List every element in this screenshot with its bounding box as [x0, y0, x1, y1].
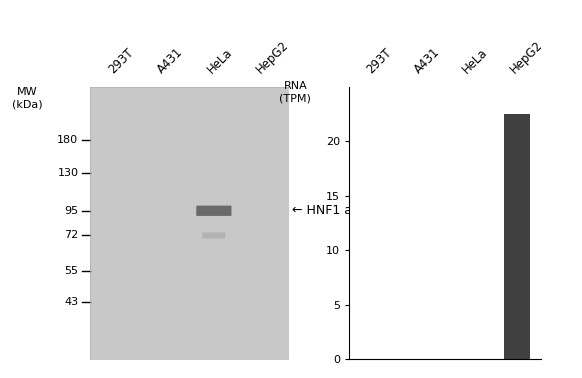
Text: MW
(kDa): MW (kDa) — [12, 87, 42, 109]
Text: 43: 43 — [64, 297, 79, 307]
Text: HeLa: HeLa — [460, 46, 490, 76]
Text: A431: A431 — [155, 45, 186, 76]
Text: 95: 95 — [64, 206, 79, 216]
Text: 55: 55 — [65, 266, 79, 276]
Bar — [504, 114, 530, 359]
FancyBboxPatch shape — [196, 206, 232, 216]
Text: 180: 180 — [57, 135, 79, 145]
Text: HepG2: HepG2 — [508, 39, 546, 76]
Text: 130: 130 — [58, 168, 79, 178]
FancyBboxPatch shape — [203, 232, 225, 239]
Text: A431: A431 — [412, 45, 443, 76]
Text: ← HNF1 alpha: ← HNF1 alpha — [292, 204, 379, 217]
Text: HeLa: HeLa — [205, 46, 235, 76]
Text: HepG2: HepG2 — [254, 39, 292, 76]
Text: 293T: 293T — [364, 46, 394, 76]
Text: 72: 72 — [64, 230, 79, 240]
Text: RNA
(TPM): RNA (TPM) — [279, 82, 311, 104]
Text: 293T: 293T — [106, 46, 136, 76]
